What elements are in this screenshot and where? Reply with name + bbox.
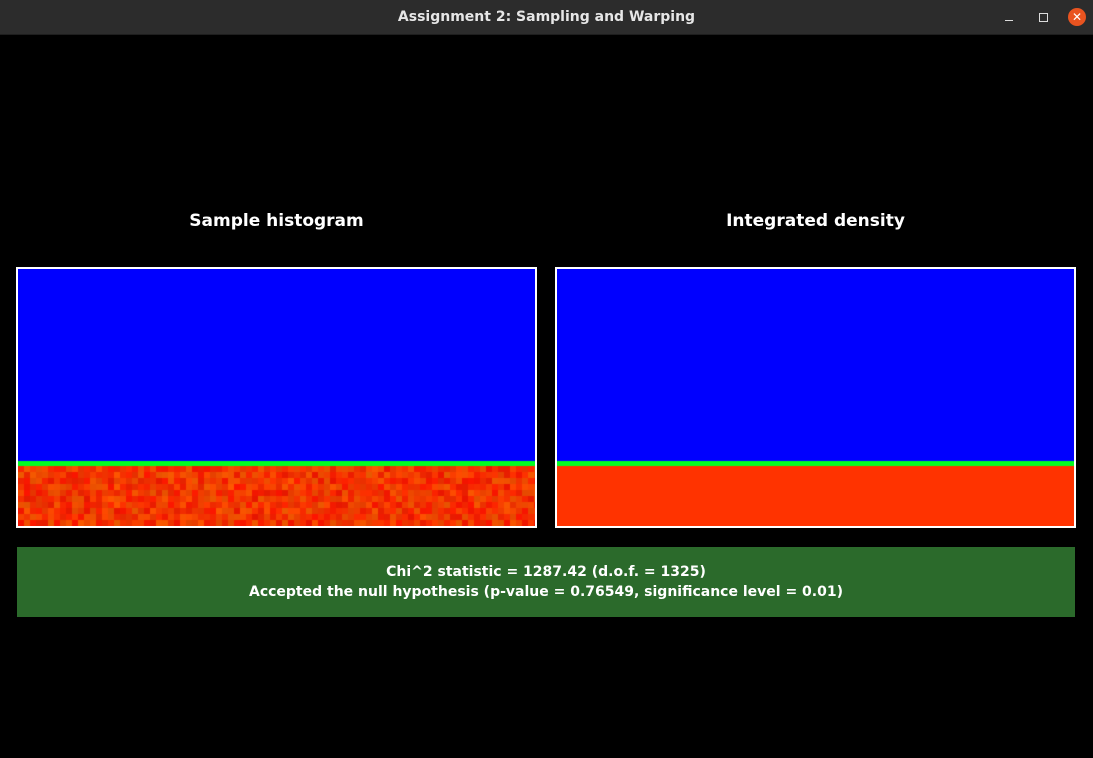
maximize-button[interactable] (1032, 6, 1054, 28)
title-bar[interactable]: Assignment 2: Sampling and Warping ✕ (0, 0, 1093, 35)
integrated-density-canvas (557, 269, 1074, 526)
minimize-button[interactable] (998, 6, 1020, 28)
integrated-density-plot (555, 267, 1076, 528)
minimize-icon (1005, 19, 1013, 21)
chi-square-result-panel: Chi^2 statistic = 1287.42 (d.o.f. = 1325… (17, 547, 1075, 617)
chi-square-statistic-text: Chi^2 statistic = 1287.42 (d.o.f. = 1325… (386, 564, 706, 580)
close-button[interactable]: ✕ (1066, 6, 1088, 28)
sample-histogram-heading: Sample histogram (189, 211, 364, 231)
hypothesis-result-text: Accepted the null hypothesis (p-value = … (248, 584, 843, 600)
sample-histogram-plot (16, 267, 537, 528)
sample-histogram-canvas (18, 269, 535, 526)
maximize-icon (1038, 12, 1048, 22)
window-title: Assignment 2: Sampling and Warping (397, 9, 696, 25)
integrated-density-heading: Integrated density (726, 211, 905, 231)
close-icon: ✕ (1068, 8, 1086, 26)
